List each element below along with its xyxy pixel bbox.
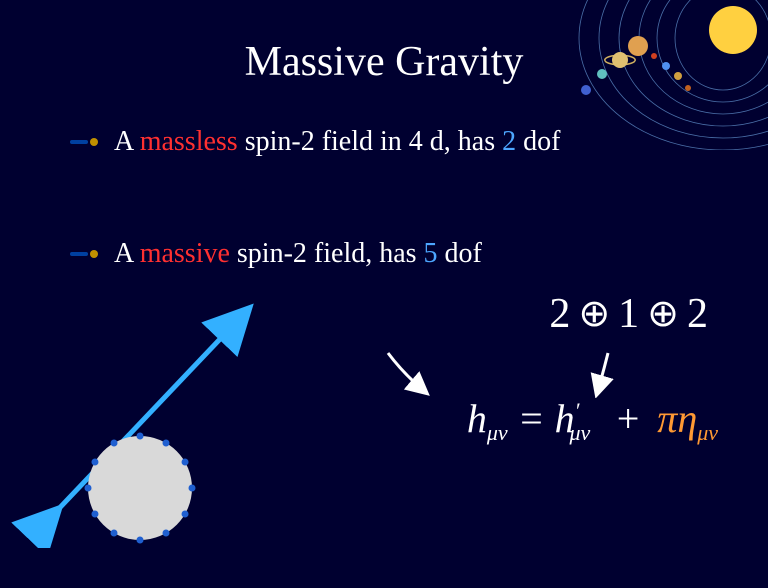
plus: +	[590, 396, 657, 441]
lhs-sub: μν	[487, 420, 508, 445]
slide-root: Massive Gravity A massless spin-2 field …	[0, 0, 768, 588]
bullet2-mid: spin-2 field, has	[230, 238, 424, 269]
sphere-arrow-graphic	[10, 288, 310, 548]
bullet1-dof: 2	[502, 126, 516, 157]
bullet2-keyword: massive	[140, 238, 230, 269]
dof-c: 2	[687, 291, 708, 337]
oplus-2: ⊕	[639, 293, 687, 335]
bullet1-keyword: massless	[140, 126, 238, 157]
bullet1-post: dof	[516, 126, 560, 157]
mapping-arrows	[328, 348, 668, 388]
oplus-1: ⊕	[570, 293, 618, 335]
dof-b: 1	[618, 291, 639, 337]
bullet1-mid: spin-2 field in 4 d, has	[238, 126, 502, 157]
pi-sub: μν	[697, 420, 718, 445]
bullet2-post: dof	[438, 238, 482, 269]
pi-eta: πη	[657, 396, 697, 441]
solar-system-graphic	[568, 0, 768, 150]
bullet2-dof: 5	[424, 238, 438, 269]
comet-bullet-icon	[70, 249, 104, 259]
bullet-2: A massive spin-2 field, has 5 dof	[70, 238, 728, 270]
rhs-sub: μν	[569, 420, 590, 445]
comet-bullet-icon	[70, 137, 104, 147]
eq-sign: =	[508, 396, 555, 441]
dof-decomposition: 2⊕1⊕2	[549, 290, 708, 338]
lhs-h: h	[467, 396, 487, 441]
bullet2-pre: A	[114, 238, 140, 269]
bullet1-pre: A	[114, 126, 140, 157]
dof-a: 2	[549, 291, 570, 337]
field-decomposition-equation: hμν = h′μν + πημν	[467, 395, 718, 446]
